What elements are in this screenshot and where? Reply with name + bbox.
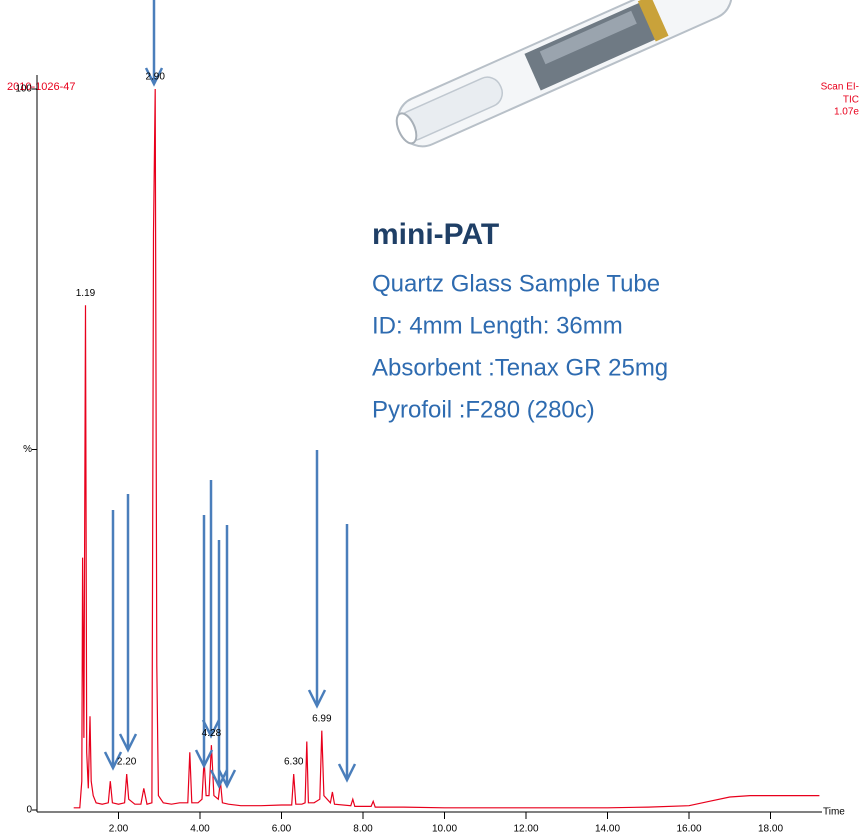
x-tick-label: 18.00 bbox=[758, 824, 783, 835]
x-tick-label: 8.00 bbox=[353, 824, 373, 835]
trace bbox=[74, 89, 820, 808]
arrows bbox=[105, 0, 355, 786]
chart: mini-PAT Quartz Glass Sample Tube ID: 4m… bbox=[0, 0, 859, 838]
y-tick-label: 0 bbox=[26, 805, 32, 816]
x-tick-label: 14.00 bbox=[595, 824, 620, 835]
panel-line: ID: 4mm Length: 36mm bbox=[372, 312, 623, 339]
x-tick-label: 6.00 bbox=[272, 824, 292, 835]
x-tick-label: 12.00 bbox=[513, 824, 538, 835]
x-tick-label: 4.00 bbox=[190, 824, 210, 835]
peak-label: 6.99 bbox=[312, 713, 332, 724]
panel-line: Pyrofoil :F280 (280c) bbox=[372, 396, 595, 423]
y-tick-label: 100 bbox=[15, 84, 32, 95]
arrow bbox=[211, 540, 227, 786]
x-tick-label: 10.00 bbox=[432, 824, 457, 835]
peak-label: 2.20 bbox=[117, 757, 137, 768]
header-right: 1.07e bbox=[834, 107, 859, 118]
x-tick-label: 16.00 bbox=[676, 824, 701, 835]
panel-line: Absorbent :Tenax GR 25mg bbox=[372, 354, 668, 381]
arrow bbox=[309, 450, 325, 706]
peak-label: 4.28 bbox=[202, 728, 222, 739]
arrow bbox=[105, 510, 121, 768]
header-right: Scan EI- bbox=[821, 82, 859, 93]
peak-label: 1.19 bbox=[76, 288, 96, 299]
peak-label: 6.30 bbox=[284, 757, 304, 768]
arrow bbox=[203, 480, 219, 736]
arrow bbox=[120, 494, 136, 750]
x-tick-label: 2.00 bbox=[109, 824, 129, 835]
panel-title: mini-PAT bbox=[372, 218, 499, 251]
plot-area bbox=[74, 89, 820, 808]
arrow bbox=[219, 525, 235, 786]
peak-label: 2.90 bbox=[145, 72, 165, 83]
sample-tube-illustration bbox=[389, 0, 739, 154]
arrow bbox=[339, 524, 355, 780]
header-right: TIC bbox=[843, 95, 859, 106]
y-tick-label: % bbox=[23, 444, 32, 455]
panel-line: Quartz Glass Sample Tube bbox=[372, 270, 660, 297]
x-axis-label: Time bbox=[823, 807, 845, 818]
